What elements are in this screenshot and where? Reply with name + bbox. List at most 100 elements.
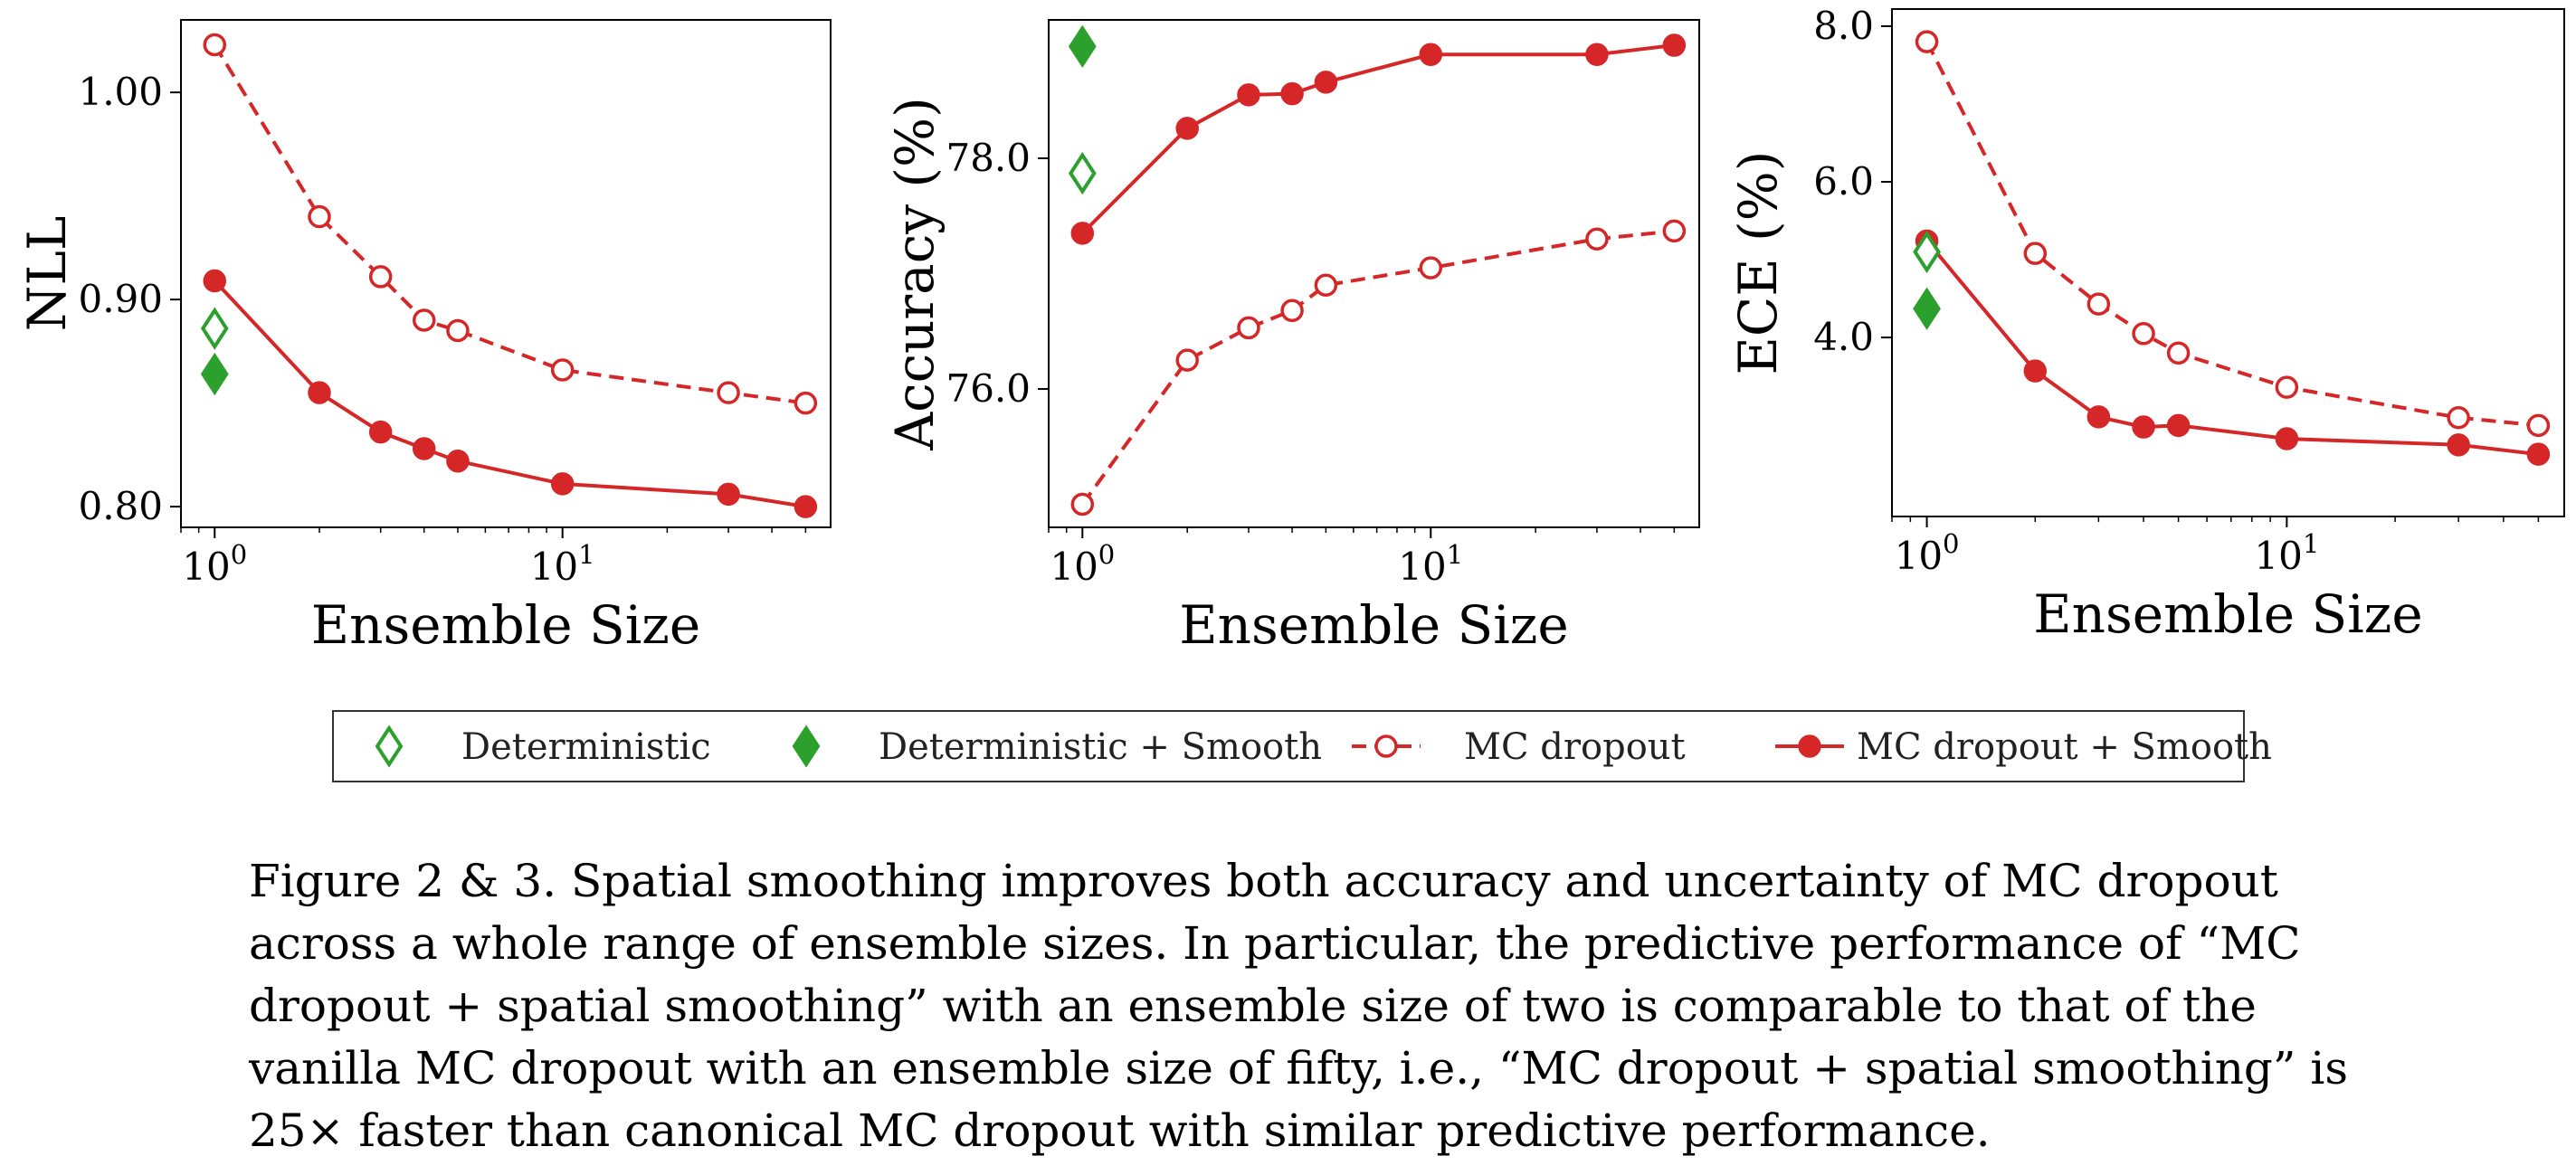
- data-point: [550, 358, 575, 382]
- data-point: [2023, 242, 2048, 265]
- data-point: [203, 33, 227, 57]
- data-point: [1068, 151, 1097, 195]
- data-point: [200, 352, 229, 396]
- series-deterministic: [1068, 151, 1097, 195]
- legend-label: MC dropout + Smooth: [1857, 726, 2272, 768]
- data-point: [368, 420, 393, 444]
- data-point: [1913, 230, 1941, 274]
- data-point: [2166, 341, 2191, 365]
- data-point: [368, 265, 393, 289]
- series-deterministic-smooth: [1913, 287, 1941, 330]
- data-point: [412, 437, 436, 460]
- chart-nll: 100 101 0.80 0.90 1.00 Ensemble Size NLL: [16, 19, 832, 656]
- series-mc-dropout: [1915, 30, 2551, 438]
- data-point: [1585, 43, 1609, 66]
- y-tick-label: 76.0: [946, 366, 1031, 411]
- series-deterministic-smooth: [200, 352, 229, 396]
- data-point: [1915, 30, 1939, 53]
- data-point: [1237, 83, 1260, 107]
- series-deterministic: [1913, 230, 1941, 274]
- x-tick-label: 100: [1050, 539, 1115, 589]
- data-point: [1662, 33, 1687, 57]
- data-point: [1419, 43, 1443, 66]
- y-axis-label: NLL: [16, 216, 78, 332]
- data-point: [794, 495, 818, 518]
- legend-item-mc-dropout-smooth: MC dropout + Smooth: [1775, 726, 2272, 768]
- data-point: [2086, 405, 2111, 429]
- data-point: [717, 482, 740, 507]
- legend-marker: [792, 725, 821, 768]
- data-point: [446, 449, 470, 473]
- data-point: [1662, 219, 1687, 243]
- plot-frame: [1048, 19, 1700, 528]
- data-point: [1068, 24, 1097, 68]
- plot-frame: [180, 19, 832, 528]
- legend: Deterministic Deterministic + Smooth MC dr…: [332, 710, 2272, 782]
- y-tick-label: 0.90: [78, 277, 163, 321]
- series-line: [213, 280, 806, 509]
- data-point: [2023, 359, 2048, 383]
- data-point: [2526, 442, 2551, 466]
- data-point: [2275, 375, 2299, 399]
- y-axis-label: ECE (%): [1727, 151, 1789, 375]
- data-point: [1314, 273, 1338, 297]
- y-tick-label: 6.0: [1813, 159, 1874, 204]
- data-point: [2132, 322, 2155, 346]
- data-point: [794, 391, 818, 415]
- x-tick-label: 100: [1895, 528, 1960, 578]
- chart-ece: 100 101 4.0 6.0 8.0 Ensemble Size ECE (%): [1727, 4, 2565, 645]
- data-point: [2132, 415, 2155, 439]
- series-mc-dropout: [203, 33, 818, 415]
- y-tick-label: 78.0: [946, 136, 1031, 180]
- data-point: [1175, 117, 1199, 140]
- series-line: [1925, 240, 2539, 457]
- legend-frame: [332, 710, 2245, 782]
- legend-marker: [1798, 734, 1821, 758]
- series-mc-dropout-smooth: [1070, 33, 1687, 245]
- x-tick-label: 101: [1398, 539, 1463, 589]
- figure: 100 101 0.80 0.90 1.00 Ensemble Size NLL 100 101…: [16, 4, 2565, 782]
- data-point: [1070, 222, 1095, 245]
- legend-label: Deterministic: [461, 726, 711, 768]
- legend-item-deterministic-smooth: Deterministic + Smooth: [792, 725, 1322, 768]
- series-line: [1080, 229, 1675, 506]
- legend-label: Deterministic + Smooth: [879, 726, 1322, 768]
- legend-marker: [1374, 734, 1398, 758]
- data-point: [412, 308, 436, 332]
- x-tick-label: 100: [182, 539, 247, 589]
- series-mc-dropout: [1070, 219, 1687, 516]
- legend-marker: [375, 725, 404, 768]
- data-point: [1280, 81, 1304, 106]
- series-line: [1080, 43, 1675, 235]
- y-axis-label: Accuracy (%): [884, 97, 946, 451]
- plot-frame: [1891, 8, 2565, 517]
- data-point: [717, 381, 740, 404]
- series-line: [213, 43, 806, 405]
- x-axis-label: Ensemble Size: [311, 594, 700, 656]
- figure-caption: Figure 2 & 3. Spatial smoothing improves…: [249, 855, 2349, 1157]
- legend-item-deterministic: Deterministic: [375, 725, 711, 768]
- data-point: [1070, 492, 1095, 516]
- data-point: [2275, 427, 2299, 450]
- chart-accuracy: 100 101 76.0 78.0 Ensemble Size Accuracy (%): [884, 19, 1700, 656]
- data-point: [1280, 298, 1304, 323]
- legend-label: MC dropout: [1464, 726, 1686, 768]
- series-line: [1925, 41, 2539, 428]
- data-point: [2447, 433, 2470, 457]
- series-deterministic: [200, 307, 229, 350]
- data-point: [2086, 292, 2111, 316]
- x-axis-label: Ensemble Size: [2033, 583, 2422, 645]
- data-point: [200, 307, 229, 350]
- y-tick-label: 8.0: [1813, 4, 1874, 48]
- data-point: [446, 318, 470, 343]
- data-point: [1314, 71, 1338, 94]
- y-tick-label: 4.0: [1813, 315, 1874, 359]
- data-point: [1175, 348, 1199, 372]
- data-point: [2526, 413, 2551, 438]
- data-point: [1585, 227, 1609, 251]
- data-point: [2447, 405, 2470, 430]
- data-point: [203, 269, 227, 293]
- y-tick-label: 1.00: [78, 70, 163, 114]
- data-point: [1419, 256, 1443, 280]
- x-tick-label: 101: [530, 539, 595, 589]
